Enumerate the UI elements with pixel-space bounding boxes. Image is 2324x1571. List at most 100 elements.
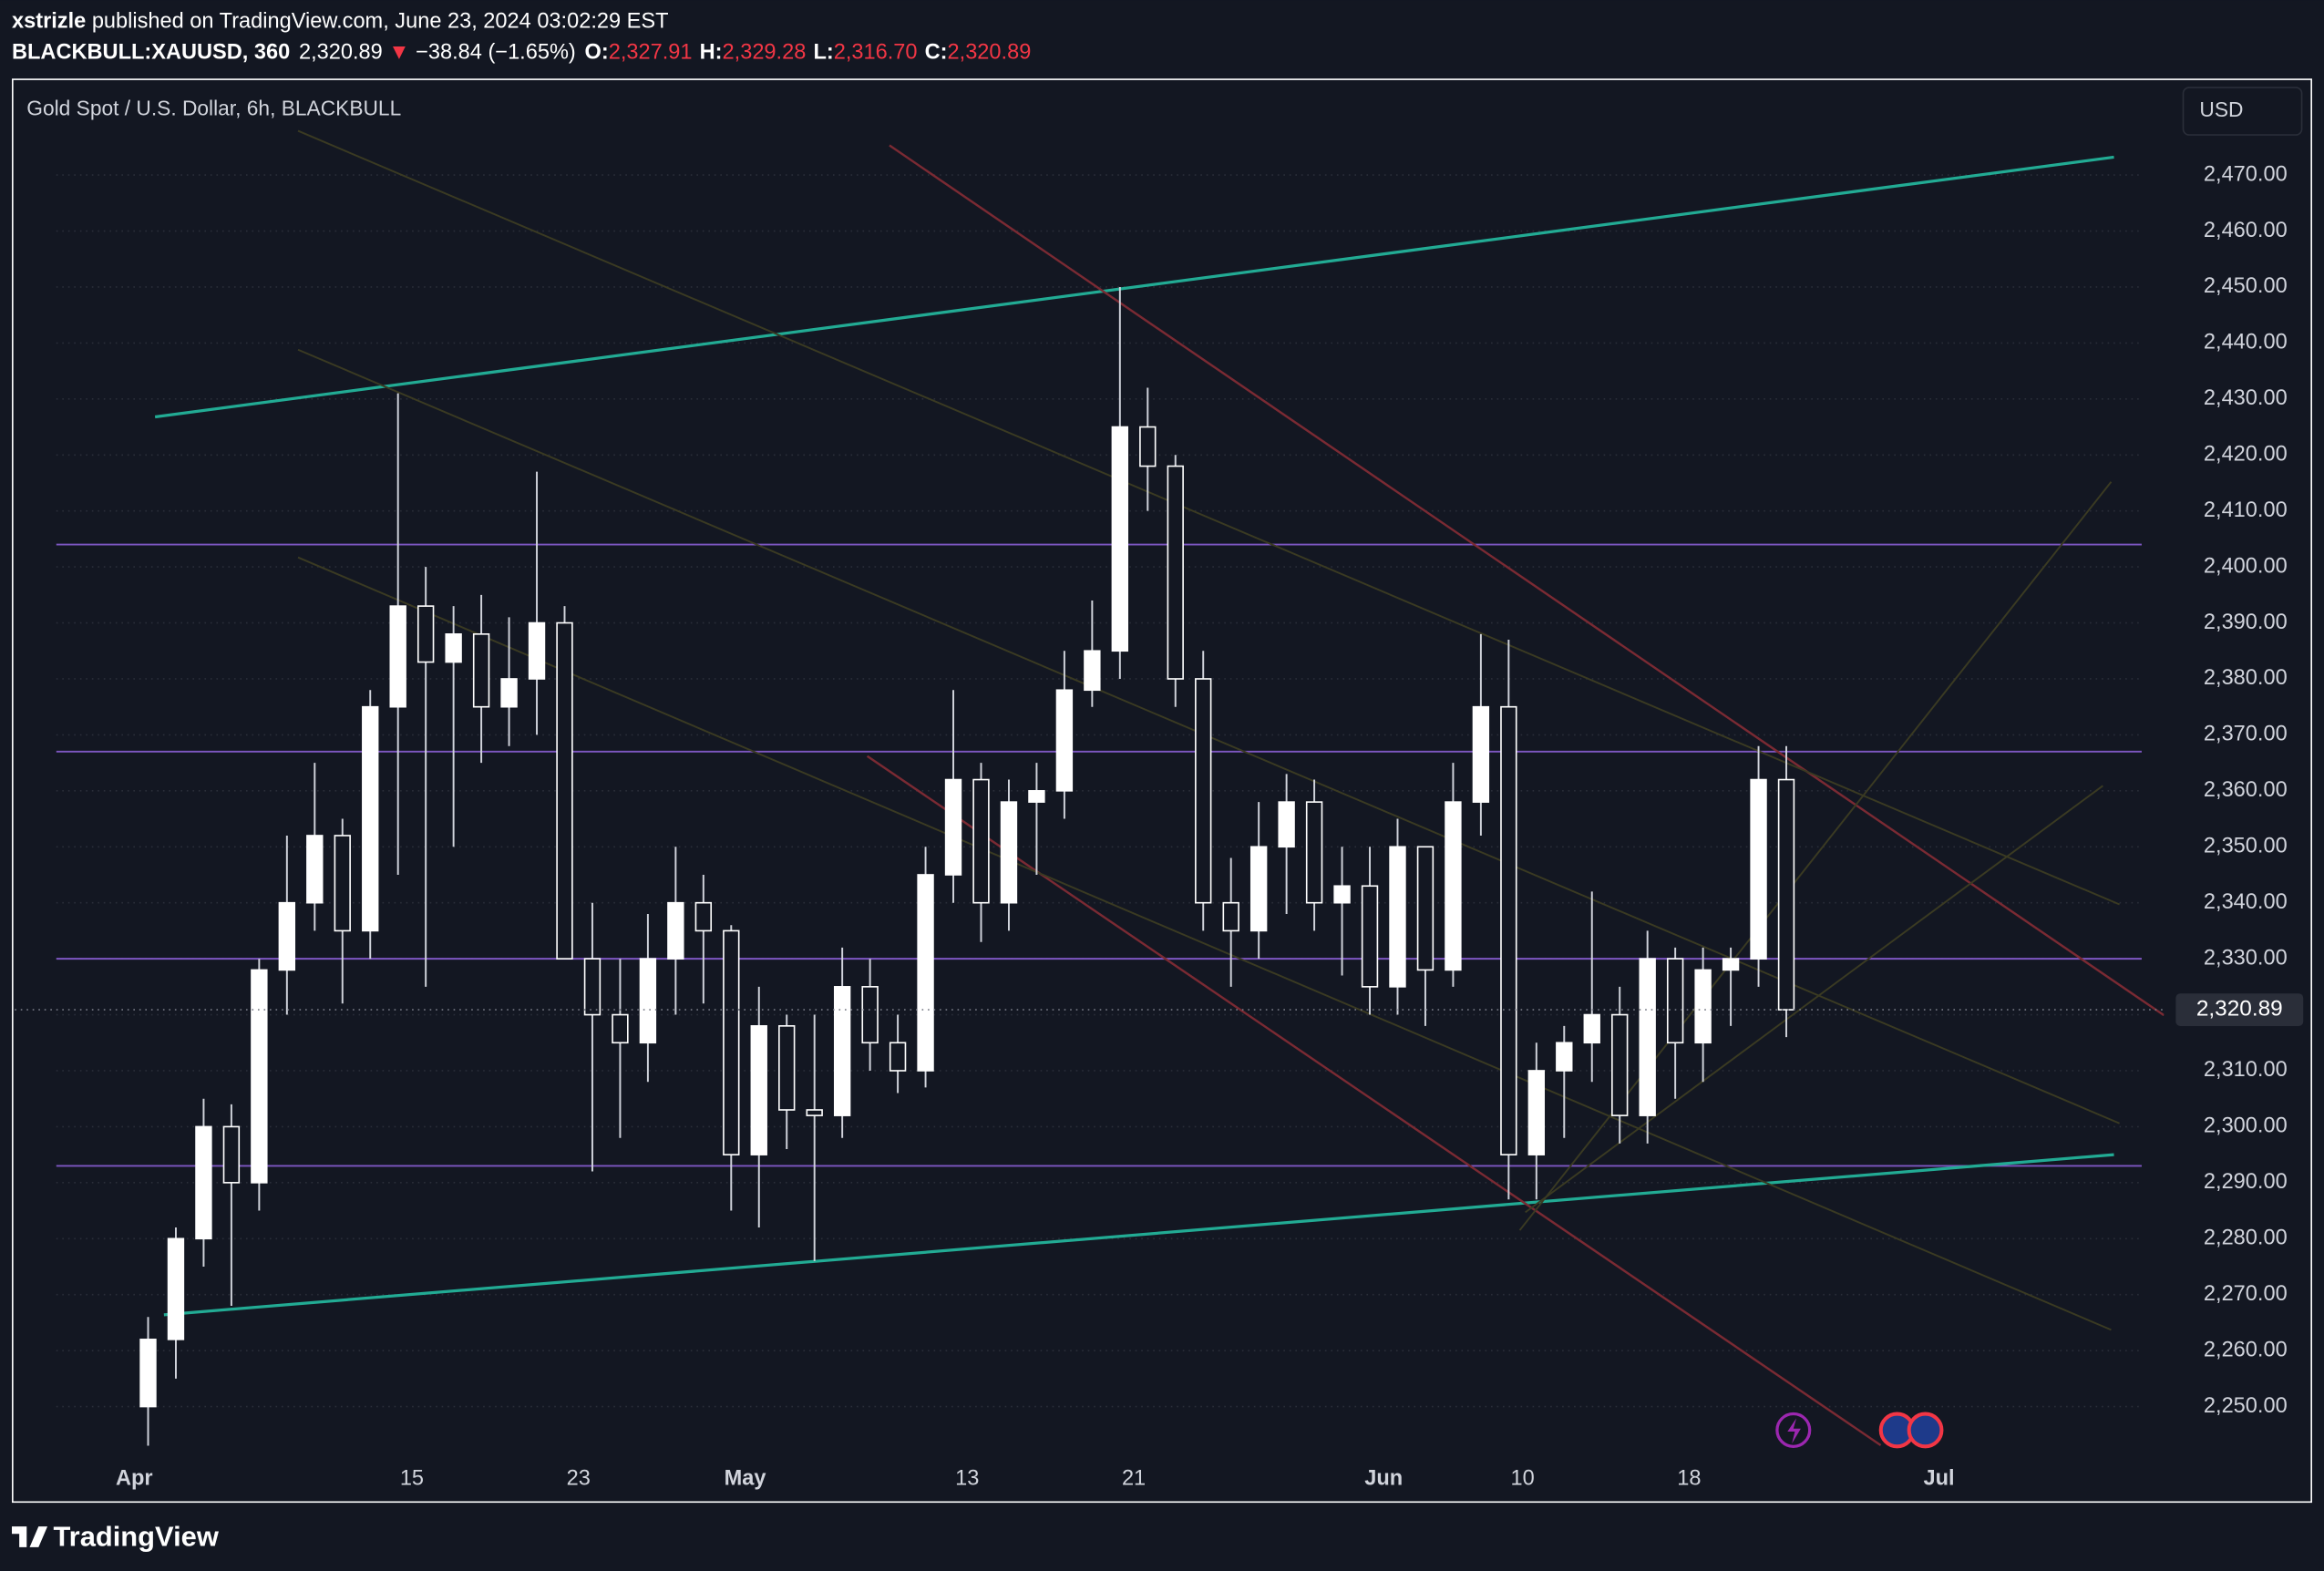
- candle: [1556, 1025, 1573, 1138]
- candle-body: [1278, 801, 1295, 848]
- candle: [195, 1098, 212, 1267]
- o-label: O:: [585, 40, 609, 64]
- candle: [861, 959, 879, 1071]
- candle: [1750, 745, 1767, 987]
- candle-body: [251, 969, 268, 1184]
- candle: [1139, 387, 1157, 511]
- candle: [167, 1227, 185, 1379]
- candle-body: [1527, 1070, 1546, 1155]
- candle: [917, 847, 934, 1088]
- candle: [472, 594, 490, 764]
- y-tick-label: 2,270.00: [2204, 1281, 2288, 1305]
- candle: [416, 567, 435, 987]
- candle: [306, 763, 324, 931]
- candle: [723, 925, 740, 1211]
- candle-body: [556, 621, 573, 960]
- candle: [222, 1104, 241, 1306]
- y-tick-label: 2,250.00: [2204, 1393, 2288, 1417]
- candle-body: [334, 835, 351, 932]
- y-tick-label: 2,370.00: [2204, 722, 2288, 745]
- y-tick-label: 2,280.00: [2204, 1226, 2288, 1249]
- o-value: 2,327.91: [609, 40, 693, 64]
- c-value: 2,320.89: [948, 40, 1032, 64]
- candle: [1111, 286, 1129, 679]
- candle-body: [694, 901, 713, 932]
- event-icon[interactable]: [1775, 1412, 1812, 1448]
- y-tick-label: 2,470.00: [2204, 161, 2288, 185]
- candle-body: [1639, 958, 1656, 1116]
- candle: [362, 690, 379, 960]
- candle-body: [472, 633, 490, 708]
- currency[interactable]: USD: [2199, 98, 2243, 121]
- candle: [1666, 947, 1684, 1099]
- candle: [389, 393, 406, 875]
- candle-body: [1084, 650, 1101, 692]
- candle: [1055, 651, 1074, 819]
- x-tick-label: 23: [567, 1465, 591, 1489]
- candle-body: [917, 874, 934, 1072]
- x-tick-label: 15: [400, 1465, 424, 1489]
- trendline: [889, 144, 2165, 1017]
- candle-body: [1055, 689, 1074, 792]
- candle-body: [167, 1237, 185, 1340]
- candle: [500, 617, 518, 746]
- logo-mark: [12, 1526, 48, 1547]
- logo: TradingView: [12, 1520, 220, 1552]
- last-price-tag: [2175, 993, 2304, 1026]
- candle: [750, 986, 767, 1227]
- candle: [334, 818, 351, 1004]
- trendline: [1525, 785, 2103, 1214]
- candle-body: [445, 633, 462, 663]
- y-tick-label: 2,450.00: [2204, 273, 2288, 297]
- x-tick-label: 13: [955, 1465, 979, 1489]
- candle: [778, 1014, 796, 1149]
- currency-button[interactable]: [2182, 87, 2303, 136]
- candle: [1583, 891, 1600, 1083]
- brand: TradingView: [54, 1520, 220, 1552]
- candle-body: [612, 1013, 629, 1044]
- candle-body: [1416, 846, 1435, 971]
- candle-body: [1556, 1042, 1573, 1072]
- y-tick-label: 2,400.00: [2204, 553, 2288, 577]
- candle: [1445, 763, 1462, 987]
- candle: [583, 902, 602, 1172]
- candle: [445, 606, 462, 847]
- event-icon[interactable]: [1907, 1412, 1944, 1449]
- candle-body: [667, 901, 684, 960]
- x-tick-label: Jun: [1364, 1465, 1403, 1489]
- candle: [1416, 846, 1435, 1026]
- candle-body: [1777, 778, 1795, 1011]
- candle-body: [889, 1042, 907, 1072]
- candle-body: [362, 705, 379, 932]
- candle: [944, 690, 962, 903]
- trendline: [163, 1153, 2114, 1317]
- last-price-label: 2,320.89: [2196, 997, 2283, 1022]
- candle-body: [972, 778, 990, 904]
- candle-body: [1611, 1013, 1629, 1116]
- y-tick-label: 2,380.00: [2204, 665, 2288, 689]
- candle-body: [1722, 958, 1740, 971]
- candle-body: [1249, 846, 1268, 932]
- candle-body: [222, 1125, 241, 1184]
- candle: [1222, 857, 1239, 987]
- candle: [251, 959, 268, 1211]
- candle: [278, 835, 296, 1015]
- candle: [1167, 455, 1184, 707]
- candle: [1305, 779, 1323, 931]
- arrow: ▼: [388, 40, 409, 64]
- candle: [1722, 947, 1740, 1026]
- trendline: [297, 556, 2112, 1331]
- candle-body: [806, 1109, 823, 1116]
- candle-body: [639, 958, 657, 1044]
- author: xstrizle: [12, 9, 86, 33]
- candle: [139, 1317, 157, 1446]
- candle-body: [861, 986, 879, 1044]
- candle-body: [583, 958, 602, 1016]
- published-text: published on TradingView.com, June 23, 2…: [86, 9, 668, 33]
- y-tick-label: 2,310.00: [2204, 1057, 2288, 1081]
- candle: [1361, 847, 1379, 1015]
- candle: [612, 959, 629, 1138]
- candle-body: [778, 1025, 796, 1111]
